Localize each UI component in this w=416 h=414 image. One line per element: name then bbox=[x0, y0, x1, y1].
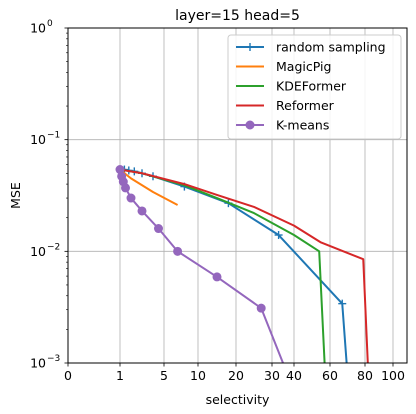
legend: random sampling MagicPig KDEFormer Reformer… bbox=[227, 34, 402, 140]
data-point-k-means bbox=[137, 206, 147, 216]
series-layer bbox=[115, 165, 369, 363]
x-tick-label: 100 bbox=[381, 368, 405, 383]
y-tick-exponent: −3 bbox=[47, 354, 60, 364]
legend-marker-k-means bbox=[245, 120, 255, 130]
legend-label-k-means: K-means bbox=[276, 118, 329, 133]
data-point-k-means bbox=[173, 246, 183, 256]
series-line-reformer bbox=[119, 168, 369, 363]
data-point-k-means bbox=[154, 224, 163, 234]
x-axis: 0 1 5 10 20 30 40 60 80 100 bbox=[64, 363, 405, 383]
y-axis-label: MSE bbox=[8, 182, 23, 209]
x-axis-label: selectivity bbox=[206, 392, 270, 407]
legend-label-reformer: Reformer bbox=[276, 98, 335, 113]
x-tick-label: 30 bbox=[264, 368, 280, 383]
y-tick-label: 10 bbox=[30, 132, 46, 147]
legend-label-magicpig: MagicPig bbox=[276, 59, 331, 74]
x-tick-label: 1 bbox=[116, 368, 124, 383]
data-point-k-means bbox=[212, 272, 222, 282]
data-point-k-means bbox=[126, 193, 136, 203]
x-tick-label: 0 bbox=[64, 368, 72, 383]
x-tick-label: 10 bbox=[190, 368, 206, 383]
x-tick-label: 80 bbox=[357, 368, 373, 383]
data-point-k-means bbox=[256, 303, 266, 313]
legend-label-kdeformer: KDEFormer bbox=[276, 79, 347, 94]
y-tick-exponent: −1 bbox=[47, 131, 60, 141]
y-tick-label: 10 bbox=[30, 244, 46, 259]
legend-label-random-sampling: random sampling bbox=[276, 40, 386, 55]
y-tick-exponent: −2 bbox=[47, 242, 60, 252]
legend-frame bbox=[227, 34, 402, 140]
data-point-k-means bbox=[121, 183, 130, 193]
y-tick-label: 10 bbox=[30, 21, 46, 36]
plot-frame bbox=[67, 27, 408, 364]
x-tick-label: 20 bbox=[228, 368, 244, 383]
x-tick-label: 40 bbox=[286, 368, 302, 383]
x-tick-label: 5 bbox=[160, 368, 168, 383]
chart-title: layer=15 head=5 bbox=[175, 8, 300, 24]
x-tick-label: 60 bbox=[322, 368, 338, 383]
y-tick-exponent: 0 bbox=[47, 19, 53, 29]
y-tick-label: 10 bbox=[30, 356, 46, 371]
